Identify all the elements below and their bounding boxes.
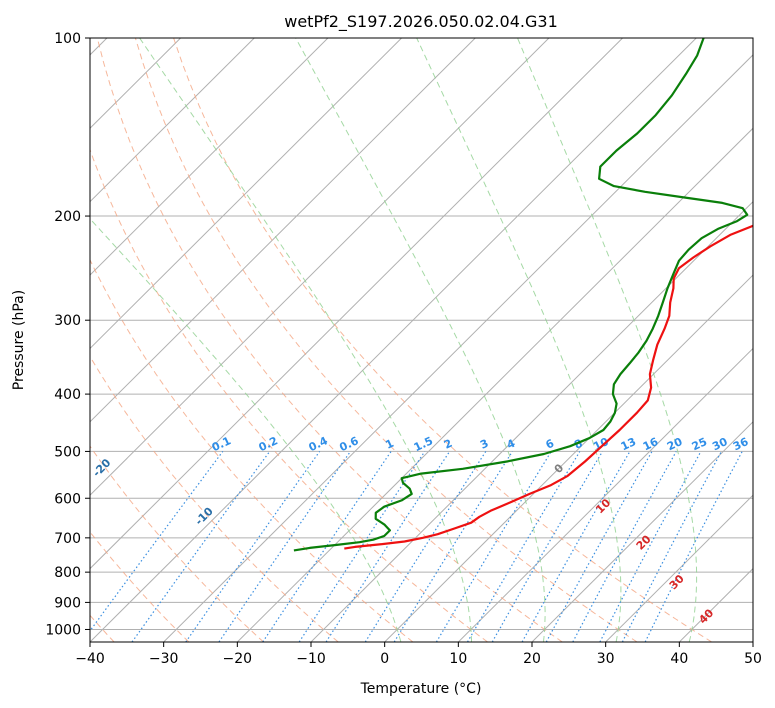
moist-adiabat-line	[295, 38, 546, 642]
isotherm-line	[678, 567, 753, 642]
mixing-ratio-line	[572, 451, 677, 642]
dry-adiabat-line	[90, 258, 414, 642]
mixing-ratio-line	[599, 451, 702, 642]
sounding-series	[293, 38, 753, 552]
dry-adiabat-line	[90, 148, 488, 642]
mixing-ratio-label: 20	[665, 435, 685, 453]
isotherm-line	[90, 38, 550, 496]
axis-ticks: −40 −30 −20 −10 0 10 20 30 40 50 100 200 300 400 500 60…	[45, 31, 762, 667]
moist-adiabat-label: 30	[667, 572, 687, 592]
x-tick-label: 10	[449, 651, 467, 667]
chart-title: wetPf2_S197.2026.050.02.04.G31	[284, 12, 558, 32]
plot-frame	[89, 37, 754, 643]
mixing-ratio-label: 2	[442, 437, 454, 452]
y-axis-label: Pressure (hPa)	[11, 290, 27, 390]
dewpoint-profile-line	[293, 38, 749, 552]
y-tick-label: 500	[54, 444, 81, 460]
isotherm-line	[531, 421, 753, 642]
dry-adiabat-line	[134, 38, 638, 642]
x-tick-label: 50	[744, 651, 762, 667]
mixing-ratio-line	[435, 451, 552, 642]
y-tick-label: 300	[54, 313, 81, 329]
isotherm-line	[236, 127, 753, 642]
x-tick-label: −10	[296, 651, 326, 667]
dry-adiabat-label: -30	[0, 408, 23, 431]
mixing-ratio-line	[644, 451, 743, 642]
isotherm-line	[90, 38, 623, 570]
mixing-ratio-label: 3	[478, 437, 490, 452]
isotherm-line	[90, 38, 476, 423]
mixing-ratio-label: 16	[641, 435, 661, 453]
isotherm-line	[90, 38, 329, 276]
mixing-ratio-label: 30	[710, 435, 730, 453]
dry-adiabat-line	[90, 355, 339, 642]
isotherm-line	[90, 38, 255, 203]
y-tick-label: 900	[54, 595, 81, 611]
dry-adiabat-line	[90, 445, 264, 642]
mixing-ratio-line	[521, 451, 631, 642]
x-tick-label: −40	[75, 651, 105, 667]
x-tick-label: 0	[380, 651, 389, 667]
moist-adiabat-line	[517, 38, 698, 642]
x-tick-label: −30	[149, 651, 179, 667]
mixing-ratio-line	[262, 451, 392, 642]
isotherm-line	[310, 200, 753, 642]
moist-adiabat-line	[139, 38, 472, 642]
isotherm-line	[90, 38, 697, 642]
moist-adiabat-label: 40	[696, 606, 716, 626]
x-tick-label: 20	[523, 651, 541, 667]
dry-adiabat-line	[90, 531, 190, 642]
x-tick-label: −20	[223, 651, 253, 667]
x-tick-label: 30	[597, 651, 615, 667]
x-tick-label: 40	[670, 651, 688, 667]
isotherm-line	[384, 274, 753, 642]
mixing-ratio-line	[364, 451, 487, 642]
mixing-ratio-line	[466, 451, 581, 642]
temperature-profile-line	[344, 224, 753, 550]
mixing-ratio-label: 36	[731, 435, 751, 453]
y-tick-label: 100	[54, 31, 81, 47]
mixing-ratio-label: 10	[591, 435, 611, 453]
mixing-ratio-line	[131, 451, 271, 642]
x-axis-label: Temperature (°C)	[360, 681, 482, 697]
mixing-ratio-line	[185, 451, 321, 642]
isotherm-line	[605, 494, 753, 642]
moist-adiabat-line	[416, 38, 622, 642]
y-tick-label: 400	[54, 387, 81, 403]
mixing-ratio-line	[393, 451, 513, 642]
guide-labels: 0.10.20.40.611.52346810131620253036-100-…	[0, 408, 751, 626]
y-tick-label: 200	[54, 209, 81, 225]
dry-adiabat-line	[173, 38, 712, 642]
isotherm-line	[752, 641, 753, 642]
dry-adiabat-line	[96, 38, 563, 642]
mixing-ratio-line	[218, 451, 351, 642]
mixing-ratio-line	[298, 451, 426, 642]
isotherm-line	[457, 347, 753, 642]
y-tick-label: 1000	[45, 622, 81, 638]
dry-adiabat-label: -20	[90, 456, 113, 479]
mixing-ratio-line	[325, 451, 451, 642]
mixing-ratio-line	[90, 451, 224, 632]
dry-adiabat-label: -10	[193, 504, 216, 527]
mixing-ratio-label: 6	[544, 437, 557, 452]
plot-grid	[90, 38, 753, 642]
mixing-ratio-label: 25	[690, 435, 709, 453]
moist-adiabat-label: 10	[593, 496, 613, 516]
mixing-ratio-label: 13	[619, 435, 638, 453]
y-tick-label: 800	[54, 565, 81, 581]
y-tick-label: 600	[54, 491, 81, 507]
mixing-ratio-line	[545, 451, 653, 642]
moist-adiabat-line	[90, 218, 402, 642]
moist-adiabat-label: 20	[634, 532, 654, 552]
isotherm-line	[90, 38, 402, 350]
isotherm-line	[163, 54, 753, 642]
y-tick-label: 700	[54, 531, 81, 547]
